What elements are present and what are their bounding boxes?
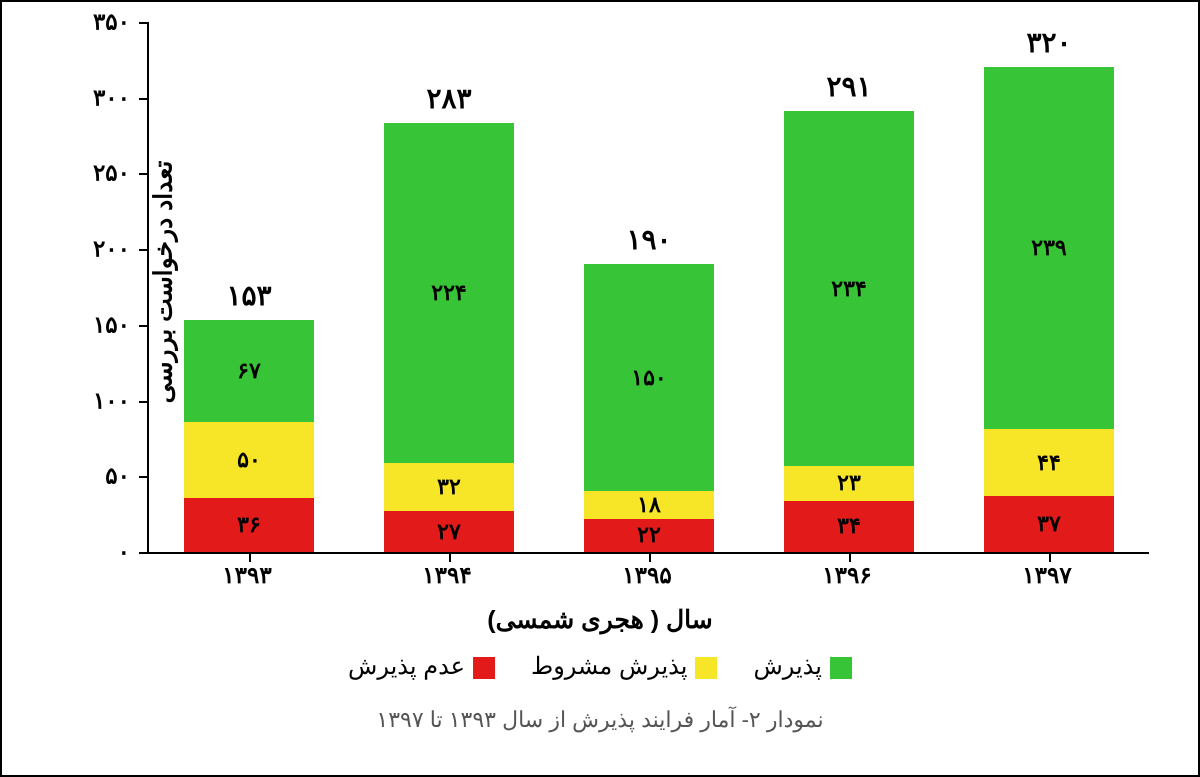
y-tick-label: ۳۰۰ — [93, 84, 130, 111]
segment-value-label: ۲۲۴ — [431, 280, 466, 306]
bar-segment-rejected: ۳۶ — [184, 498, 314, 553]
bar-segment-accepted: ۲۳۴ — [784, 111, 914, 465]
legend-item-conditional: پذیرش مشروط — [531, 652, 717, 681]
y-tick — [139, 249, 149, 251]
bar-total-label: ۲۹۱ — [826, 70, 871, 103]
x-tick-label: ۱۳۹۶ — [822, 562, 871, 589]
legend-item-rejected: عدم پذیرش — [348, 652, 495, 681]
bar-total-label: ۱۵۳ — [226, 279, 271, 312]
segment-value-label: ۳۷ — [1037, 511, 1061, 537]
y-tick-label: ۱۰۰ — [93, 387, 130, 414]
bar-segment-accepted: ۶۷ — [184, 320, 314, 421]
legend-item-accepted: پذیرش — [753, 652, 852, 681]
segment-value-label: ۳۲ — [437, 474, 461, 500]
legend-label: پذیرش مشروط — [531, 653, 687, 680]
bar-total-label: ۳۲۰ — [1026, 26, 1071, 59]
bar-segment-conditional: ۳۲ — [384, 463, 514, 511]
legend-label: پذیرش — [753, 653, 822, 680]
bar-total-label: ۲۸۳ — [426, 82, 471, 115]
segment-value-label: ۲۷ — [437, 519, 461, 545]
bar-segment-conditional: ۲۳ — [784, 466, 914, 501]
legend-swatch — [830, 657, 852, 679]
y-tick — [139, 22, 149, 24]
y-tick — [139, 401, 149, 403]
bar-segment-conditional: ۵۰ — [184, 422, 314, 498]
chart-caption: نمودار ۲- آمار فرایند پذیرش از سال ۱۳۹۳ … — [376, 707, 823, 733]
y-tick-label: ۱۵۰ — [93, 311, 130, 338]
y-tick-label: ۰ — [118, 539, 130, 566]
x-tick-label: ۱۳۹۴ — [422, 562, 471, 589]
segment-value-label: ۳۶ — [237, 512, 261, 538]
segment-value-label: ۲۲ — [637, 522, 661, 548]
x-axis-label: سال ( هجری شمسی) — [487, 605, 712, 635]
x-tick-label: ۱۳۹۵ — [622, 562, 671, 589]
segment-value-label: ۱۵۰ — [631, 365, 666, 391]
bar-segment-rejected: ۳۷ — [984, 496, 1114, 552]
segment-value-label: ۲۳۴ — [831, 276, 866, 302]
segment-value-label: ۳۴ — [837, 513, 861, 539]
y-tick-label: ۲۵۰ — [93, 160, 130, 187]
segment-value-label: ۵۰ — [237, 447, 261, 473]
segment-value-label: ۲۳ — [837, 470, 861, 496]
x-tick — [649, 552, 651, 562]
bar-segment-rejected: ۲۲ — [584, 519, 714, 552]
y-tick-label: ۵۰ — [105, 463, 130, 490]
bar-segment-rejected: ۳۴ — [784, 501, 914, 552]
segment-value-label: ۲۳۹ — [1031, 235, 1066, 261]
legend-swatch — [695, 657, 717, 679]
y-tick-label: ۲۰۰ — [93, 236, 130, 263]
y-tick-label: ۳۵۰ — [93, 9, 130, 36]
x-tick — [1049, 552, 1051, 562]
x-tick — [249, 552, 251, 562]
bar-total-label: ۱۹۰ — [626, 223, 671, 256]
x-tick-label: ۱۳۹۷ — [1022, 562, 1071, 589]
segment-value-label: ۱۸ — [637, 492, 661, 518]
bar-segment-conditional: ۴۴ — [984, 429, 1114, 496]
bar-segment-accepted: ۱۵۰ — [584, 264, 714, 491]
x-tick — [449, 552, 451, 562]
segment-value-label: ۶۷ — [237, 358, 261, 384]
y-tick — [139, 552, 149, 554]
y-tick — [139, 325, 149, 327]
plot-area: ۳۶ ۵۰ ۶۷ ۱۵۳ ۲۷ ۳۲ ۲۲۴ ۲۸۳ ۲۲ ۱۸ ۱۵۰ ۱۹۰ ۳۴ ۲۳ ۲۳۴ ۲۹۱ ۳… — [147, 22, 1149, 554]
chart-container: تعداد درخواست بررسی ۳۶۵۰۶۷۱۵۳۲۷۳۲۲۲۴۲۸۳۲… — [0, 0, 1200, 777]
segment-value-label: ۴۴ — [1037, 450, 1061, 476]
bar-segment-accepted: ۲۳۹ — [984, 67, 1114, 429]
x-tick — [849, 552, 851, 562]
legend-label: عدم پذیرش — [348, 653, 465, 680]
bar-segment-rejected: ۲۷ — [384, 511, 514, 552]
y-tick — [139, 173, 149, 175]
legend-swatch — [473, 657, 495, 679]
bar-segment-conditional: ۱۸ — [584, 491, 714, 518]
legend: پذیرش پذیرش مشروط عدم پذیرش — [330, 652, 870, 681]
x-tick-label: ۱۳۹۳ — [222, 562, 271, 589]
y-tick — [139, 476, 149, 478]
bar-segment-accepted: ۲۲۴ — [384, 123, 514, 462]
y-tick — [139, 98, 149, 100]
